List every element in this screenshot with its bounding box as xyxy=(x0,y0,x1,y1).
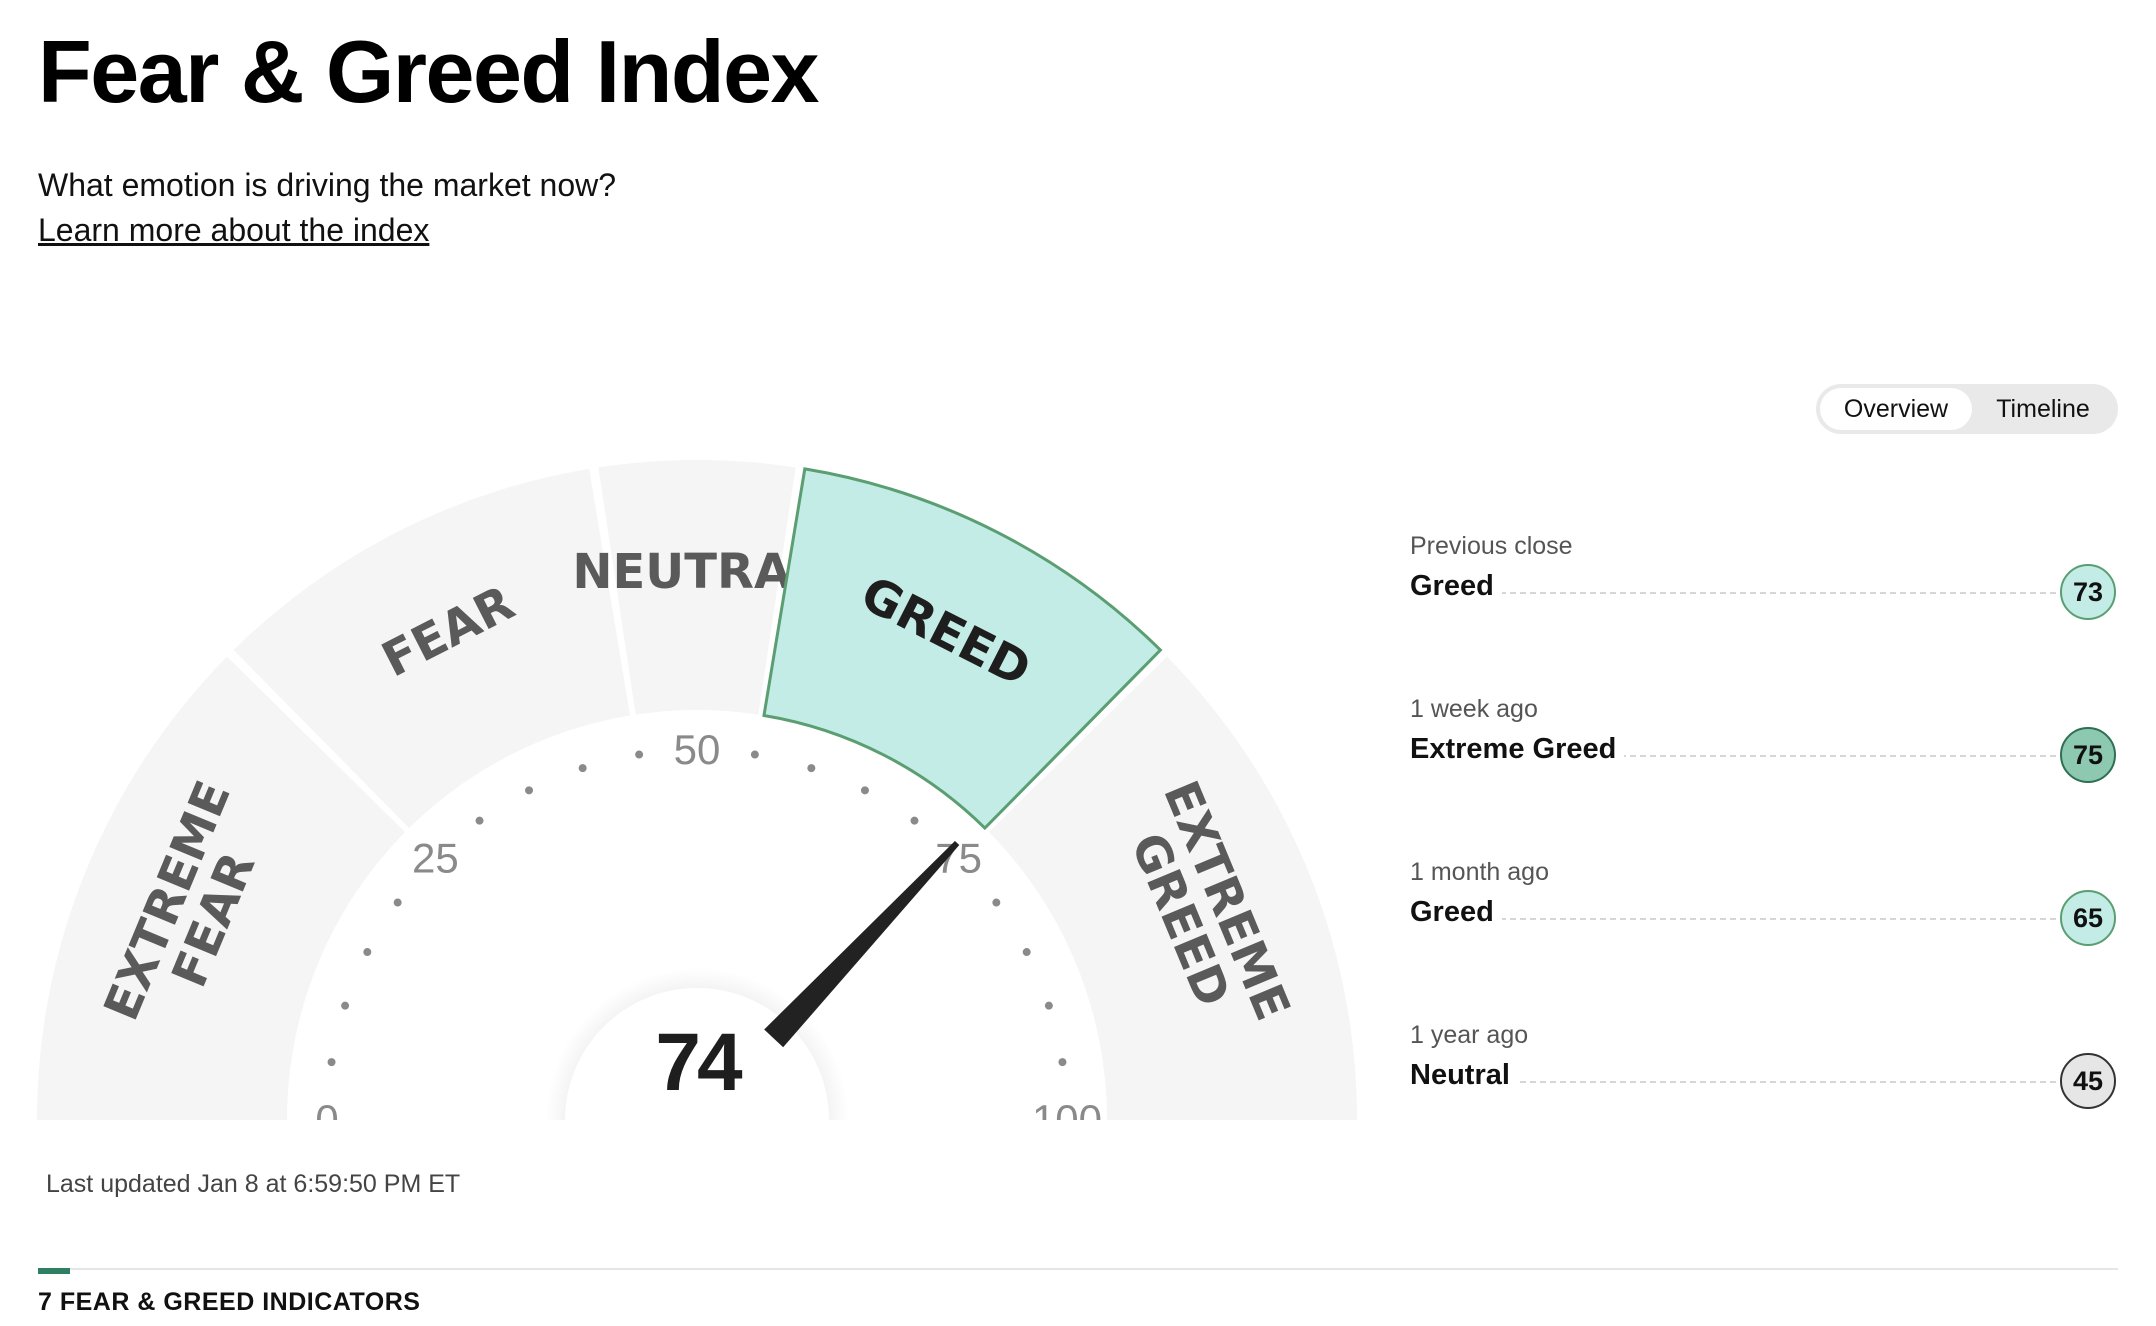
tick-dot xyxy=(910,816,919,825)
tick-dot xyxy=(635,750,644,759)
dashed-leader xyxy=(1410,918,2056,920)
history-label: 1 month ago xyxy=(1410,858,1549,886)
timeline-tab[interactable]: Timeline xyxy=(1996,394,2090,423)
page-subtitle: What emotion is driving the market now? xyxy=(38,167,617,203)
view-toggle: Overview Timeline xyxy=(1816,384,2118,434)
last-updated: Last updated Jan 8 at 6:59:50 PM ET xyxy=(46,1170,461,1198)
dashed-leader xyxy=(1410,592,2056,594)
history-value-badge: 73 xyxy=(2060,564,2116,620)
tick-dot xyxy=(393,898,402,907)
fear-greed-gauge: EXTREMEFEARFEARNEUTRALEXTREMEGREEDGREED … xyxy=(0,459,1380,1180)
history-rating: Extreme Greed xyxy=(1410,733,1625,766)
gauge-value: 74 xyxy=(655,1017,743,1108)
segment-extreme-fear xyxy=(37,656,406,1120)
segment-fear xyxy=(233,468,631,829)
indicators-heading: 7 FEAR & GREED INDICATORS xyxy=(38,1288,421,1316)
section-accent xyxy=(38,1268,70,1274)
segment-label-neutral: NEUTRAL xyxy=(572,544,821,600)
history-rating: Greed xyxy=(1410,570,1502,603)
page-title: Fear & Greed Index xyxy=(38,22,819,121)
tick-dot xyxy=(341,1001,350,1010)
tick-dot xyxy=(1022,948,1031,957)
history-value-badge: 65 xyxy=(2060,890,2116,946)
segment-greed xyxy=(762,467,1163,831)
tick-dot xyxy=(860,786,869,795)
tick-dot xyxy=(992,898,1001,907)
tick-dot xyxy=(750,750,759,759)
tick-dot xyxy=(1044,1001,1053,1010)
tick-dot xyxy=(525,786,534,795)
history-row-1-month: 1 month ago Greed 65 xyxy=(1410,858,2116,968)
history-label: Previous close xyxy=(1410,532,1573,560)
history-value-badge: 75 xyxy=(2060,727,2116,783)
history-value-badge: 45 xyxy=(2060,1053,2116,1109)
history-row-previous-close: Previous close Greed 73 xyxy=(1410,532,2116,642)
tick-dot xyxy=(807,764,816,773)
gauge-needle xyxy=(764,840,960,1048)
tick-dot xyxy=(578,764,587,773)
dashed-leader xyxy=(1410,1081,2056,1083)
history-rating: Greed xyxy=(1410,896,1502,929)
tick-dot xyxy=(475,816,484,825)
history-label: 1 week ago xyxy=(1410,695,1538,723)
history-row-1-year: 1 year ago Neutral 45 xyxy=(1410,1021,2116,1131)
segment-extreme-greed xyxy=(988,656,1357,1120)
section-divider xyxy=(38,1268,2118,1270)
dashed-leader xyxy=(1410,755,2056,757)
history-label: 1 year ago xyxy=(1410,1021,1529,1049)
tick-dot xyxy=(1058,1058,1067,1067)
tick-dot xyxy=(327,1058,336,1067)
overview-tab[interactable]: Overview xyxy=(1820,388,1972,430)
history-row-1-week: 1 week ago Extreme Greed 75 xyxy=(1410,695,2116,805)
segment-neutral xyxy=(598,459,796,715)
tick-label-25: 25 xyxy=(412,834,459,881)
tick-dot xyxy=(363,948,372,957)
history-rating: Neutral xyxy=(1410,1059,1518,1092)
tick-label-50: 50 xyxy=(674,726,721,773)
learn-more-link[interactable]: Learn more about the index xyxy=(38,212,430,248)
